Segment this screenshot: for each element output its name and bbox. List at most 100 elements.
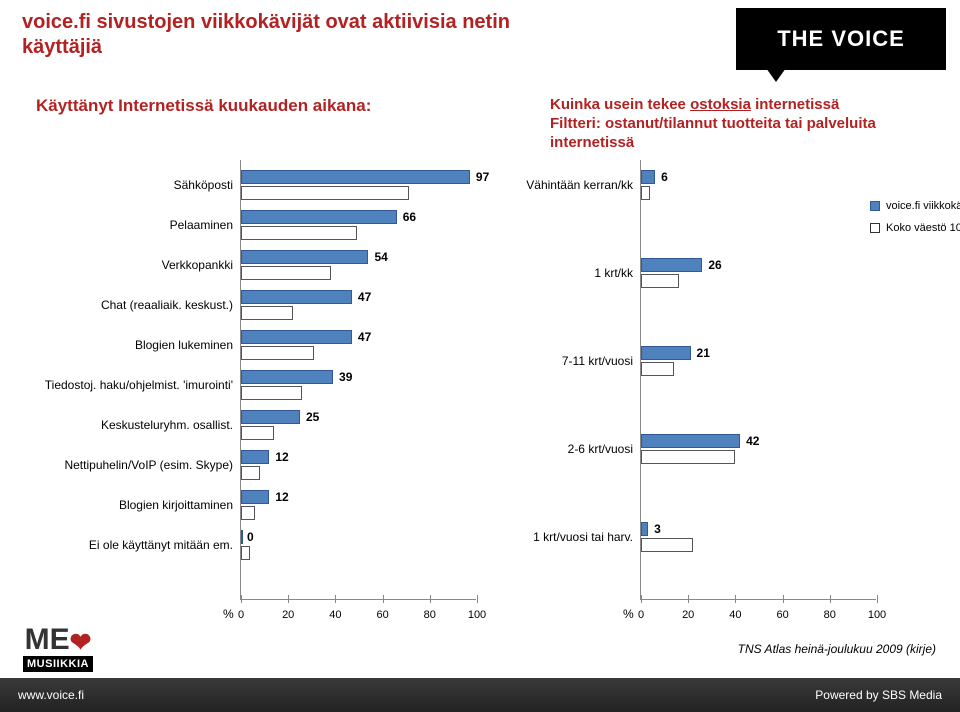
- axis-tick-label: 60: [776, 609, 788, 621]
- bar-value-label: 12: [275, 450, 288, 464]
- legend-swatch-b: [870, 223, 880, 233]
- category-label: Vähintään kerran/kk: [511, 178, 641, 192]
- bar-value-label: 39: [339, 370, 352, 384]
- left-chart-plot: 020406080100%Sähköposti97Pelaaminen66Ver…: [240, 160, 476, 600]
- category-label: 1 krt/kk: [511, 266, 641, 280]
- axis-tick: [241, 595, 242, 603]
- right-heading-line2: Filtteri: ostanut/tilannut tuotteita tai…: [550, 115, 876, 151]
- right-chart-plot: 020406080100%Vähintään kerran/kk61 krt/k…: [640, 160, 876, 600]
- category-label: Nettipuhelin/VoIP (esim. Skype): [11, 458, 241, 472]
- axis-tick: [641, 595, 642, 603]
- bar-series-a: [241, 530, 243, 544]
- bar-series-a: [241, 210, 397, 224]
- axis-tick-label: 20: [282, 609, 294, 621]
- bar-value-label: 12: [275, 490, 288, 504]
- bar-value-label: 42: [746, 434, 759, 448]
- axis-tick: [877, 595, 878, 603]
- axis-tick-label: 80: [424, 609, 436, 621]
- brand-logo: THE VOICE: [736, 8, 946, 70]
- bar-series-a: [241, 330, 352, 344]
- footer-powered: Powered by SBS Media: [815, 688, 942, 702]
- bar-series-b: [641, 186, 650, 200]
- bar-series-b: [241, 466, 260, 480]
- bar-series-a: [241, 290, 352, 304]
- left-chart: 020406080100%Sähköposti97Pelaaminen66Ver…: [240, 160, 476, 600]
- axis-unit: %: [223, 607, 234, 621]
- bar-series-a: [641, 170, 655, 184]
- bar-series-b: [641, 538, 693, 552]
- axis-tick: [688, 595, 689, 603]
- bar-series-a: [641, 434, 740, 448]
- page-title: voice.fi sivustojen viikkokävijät ovat a…: [22, 10, 542, 60]
- bar-series-b: [241, 186, 409, 200]
- bar-value-label: 47: [358, 330, 371, 344]
- bar-series-a: [241, 490, 269, 504]
- category-label: Verkkopankki: [11, 258, 241, 272]
- right-heading-under: ostoksia: [690, 96, 751, 113]
- axis-tick: [477, 595, 478, 603]
- axis-tick: [783, 595, 784, 603]
- right-chart: 020406080100%Vähintään kerran/kk61 krt/k…: [640, 160, 876, 600]
- axis-tick: [430, 595, 431, 603]
- bar-series-a: [241, 410, 300, 424]
- me-text: ME: [25, 623, 70, 656]
- bar-series-b: [641, 274, 679, 288]
- axis-tick-label: 100: [868, 609, 886, 621]
- axis-tick: [288, 595, 289, 603]
- category-label: Blogien lukeminen: [11, 338, 241, 352]
- axis-tick-label: 60: [376, 609, 388, 621]
- axis-tick-label: 80: [824, 609, 836, 621]
- legend: voice.fi viikkokävijät Koko väestö 10+: [870, 200, 960, 244]
- axis-tick-label: 40: [329, 609, 341, 621]
- bar-value-label: 21: [697, 346, 710, 360]
- legend-item-b: Koko väestö 10+: [870, 222, 960, 234]
- category-label: Keskusteluryhm. osallist.: [11, 418, 241, 432]
- source-note: TNS Atlas heinä-joulukuu 2009 (kirje): [738, 642, 936, 656]
- bar-series-a: [241, 370, 333, 384]
- axis-tick-label: 100: [468, 609, 486, 621]
- bar-series-a: [641, 522, 648, 536]
- category-label: 7-11 krt/vuosi: [511, 354, 641, 368]
- right-chart-heading: Kuinka usein tekee ostoksia internetissä…: [550, 96, 930, 152]
- right-heading-post: internetissä: [751, 96, 839, 113]
- bar-series-b: [241, 386, 302, 400]
- bar-value-label: 54: [374, 250, 387, 264]
- axis-tick: [830, 595, 831, 603]
- category-label: Chat (reaaliaik. keskust.): [11, 298, 241, 312]
- category-label: Sähköposti: [11, 178, 241, 192]
- axis-unit: %: [623, 607, 634, 621]
- right-heading-pre: Kuinka usein tekee: [550, 96, 690, 113]
- footer-bar: www.voice.fi Powered by SBS Media: [0, 678, 960, 712]
- bar-value-label: 66: [403, 210, 416, 224]
- bar-series-a: [241, 170, 470, 184]
- bar-series-b: [641, 450, 735, 464]
- bar-series-b: [241, 546, 250, 560]
- bar-series-b: [241, 346, 314, 360]
- footer-url: www.voice.fi: [18, 688, 84, 702]
- category-label: 1 krt/vuosi tai harv.: [511, 530, 641, 544]
- bar-series-a: [641, 346, 691, 360]
- me-logo-mus: MUSIIKKIA: [23, 656, 93, 672]
- bar-value-label: 6: [661, 170, 668, 184]
- axis-tick-label: 0: [638, 609, 644, 621]
- legend-label-a: voice.fi viikkokävijät: [886, 200, 960, 212]
- category-label: Ei ole käyttänyt mitään em.: [11, 538, 241, 552]
- axis-tick-label: 20: [682, 609, 694, 621]
- category-label: Blogien kirjoittaminen: [11, 498, 241, 512]
- left-chart-heading: Käyttänyt Internetissä kuukauden aikana:: [36, 96, 371, 116]
- axis-tick: [383, 595, 384, 603]
- legend-swatch-a: [870, 201, 880, 211]
- bar-series-a: [241, 250, 368, 264]
- bar-value-label: 26: [708, 258, 721, 272]
- bar-value-label: 25: [306, 410, 319, 424]
- bar-series-a: [241, 450, 269, 464]
- bar-value-label: 47: [358, 290, 371, 304]
- axis-tick: [735, 595, 736, 603]
- bar-series-b: [241, 426, 274, 440]
- me-logo-me: ME❤: [12, 626, 104, 654]
- bar-series-b: [241, 226, 357, 240]
- brand-logo-text: THE VOICE: [777, 26, 905, 52]
- bar-value-label: 0: [247, 530, 254, 544]
- axis-tick-label: 40: [729, 609, 741, 621]
- axis-tick: [335, 595, 336, 603]
